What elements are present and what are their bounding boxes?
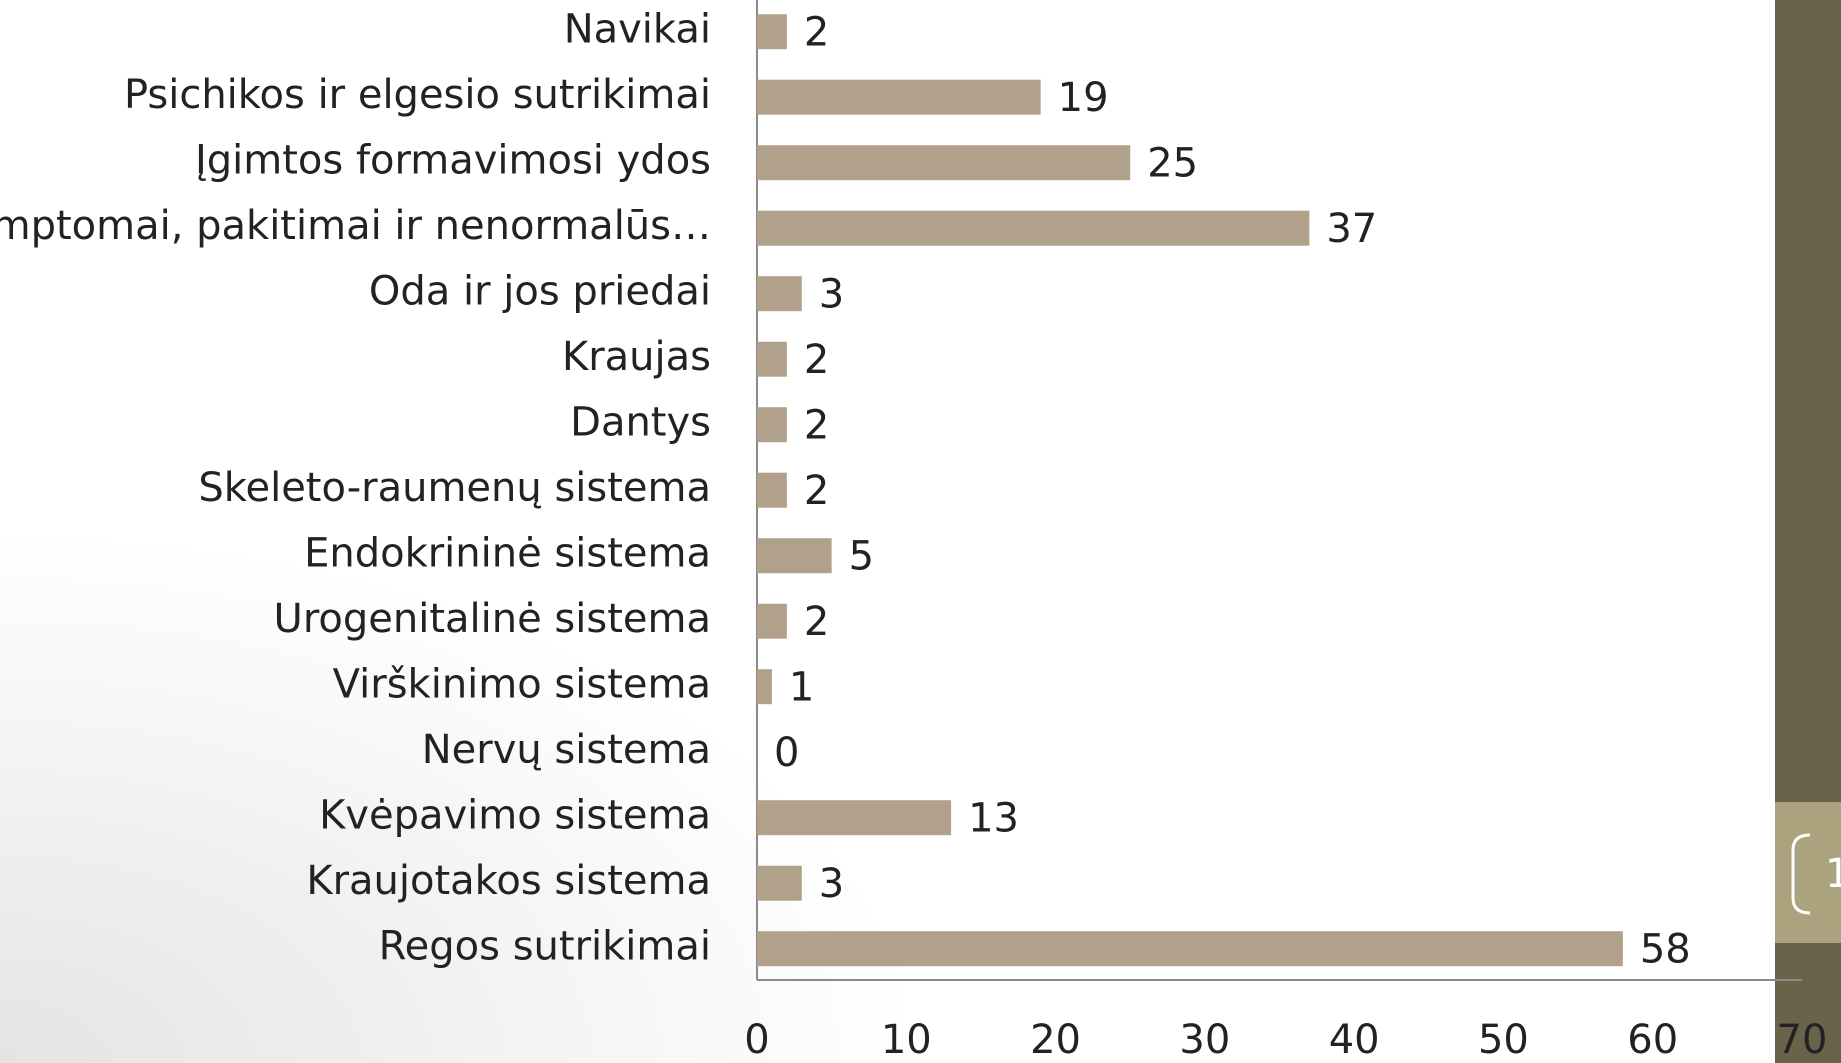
value-label: 2 <box>804 468 829 514</box>
y-tick-label: Endokrininė sistema <box>304 531 711 577</box>
x-tick-label: 30 <box>1179 1017 1230 1063</box>
y-tick-label: Dantys <box>570 400 711 446</box>
value-label: 3 <box>819 272 844 318</box>
x-tick-label: 50 <box>1478 1017 1529 1063</box>
bracket <box>1791 833 1811 915</box>
value-label: 0 <box>774 730 799 776</box>
value-label: 19 <box>1058 75 1109 121</box>
x-tick-label: 60 <box>1627 1017 1678 1063</box>
y-tick-label: Virškinimo sistema <box>333 662 711 708</box>
value-label: 25 <box>1147 141 1198 187</box>
bar <box>757 210 1310 246</box>
y-tick-label: Kraujas <box>562 334 711 380</box>
bar <box>757 800 952 836</box>
bar <box>757 669 772 705</box>
bar <box>757 341 787 377</box>
bar <box>757 472 787 508</box>
value-label: 37 <box>1326 206 1377 252</box>
y-tick-label: Nervų sistema <box>422 727 711 773</box>
y-tick-label: Psichikos ir elgesio sutrikimai <box>124 72 711 118</box>
y-tick-label: Įgimtos formavimosi ydos <box>195 138 711 184</box>
bar <box>757 865 802 901</box>
x-tick-label: 70 <box>1777 1017 1828 1063</box>
value-label: 13 <box>968 796 1019 842</box>
bar <box>757 79 1041 115</box>
y-tick-label: Navikai <box>564 7 711 53</box>
bar <box>757 14 787 50</box>
x-tick-label: 10 <box>881 1017 932 1063</box>
bar <box>757 276 802 312</box>
y-tick-label: Simptomai, pakitimai ir nenormalūs… <box>0 203 711 249</box>
page-number: 1 <box>1825 851 1841 897</box>
x-tick-label: 20 <box>1030 1017 1081 1063</box>
bar <box>757 538 832 574</box>
value-label: 1 <box>789 665 814 711</box>
value-label: 2 <box>804 599 829 645</box>
bar <box>757 931 1623 967</box>
value-label: 58 <box>1640 927 1691 973</box>
bar <box>757 603 787 639</box>
bar <box>757 145 1131 181</box>
y-tick-label: Skeleto-raumenų sistema <box>198 465 711 511</box>
value-label: 2 <box>804 337 829 383</box>
value-label: 2 <box>804 10 829 56</box>
value-label: 2 <box>804 403 829 449</box>
x-tick-label: 40 <box>1329 1017 1380 1063</box>
y-tick-label: Regos sutrikimai <box>379 924 711 970</box>
y-tick-label: Oda ir jos priedai <box>369 269 711 315</box>
value-label: 5 <box>849 534 874 580</box>
x-tick-label: 0 <box>744 1017 769 1063</box>
y-tick-label: Kraujotakos sistema <box>306 858 711 904</box>
page-number-box <box>1775 802 1841 943</box>
y-tick-label: Kvėpavimo sistema <box>319 793 711 839</box>
value-label: 3 <box>819 861 844 907</box>
y-tick-label: Urogenitalinė sistema <box>274 596 711 642</box>
bar <box>757 407 787 443</box>
